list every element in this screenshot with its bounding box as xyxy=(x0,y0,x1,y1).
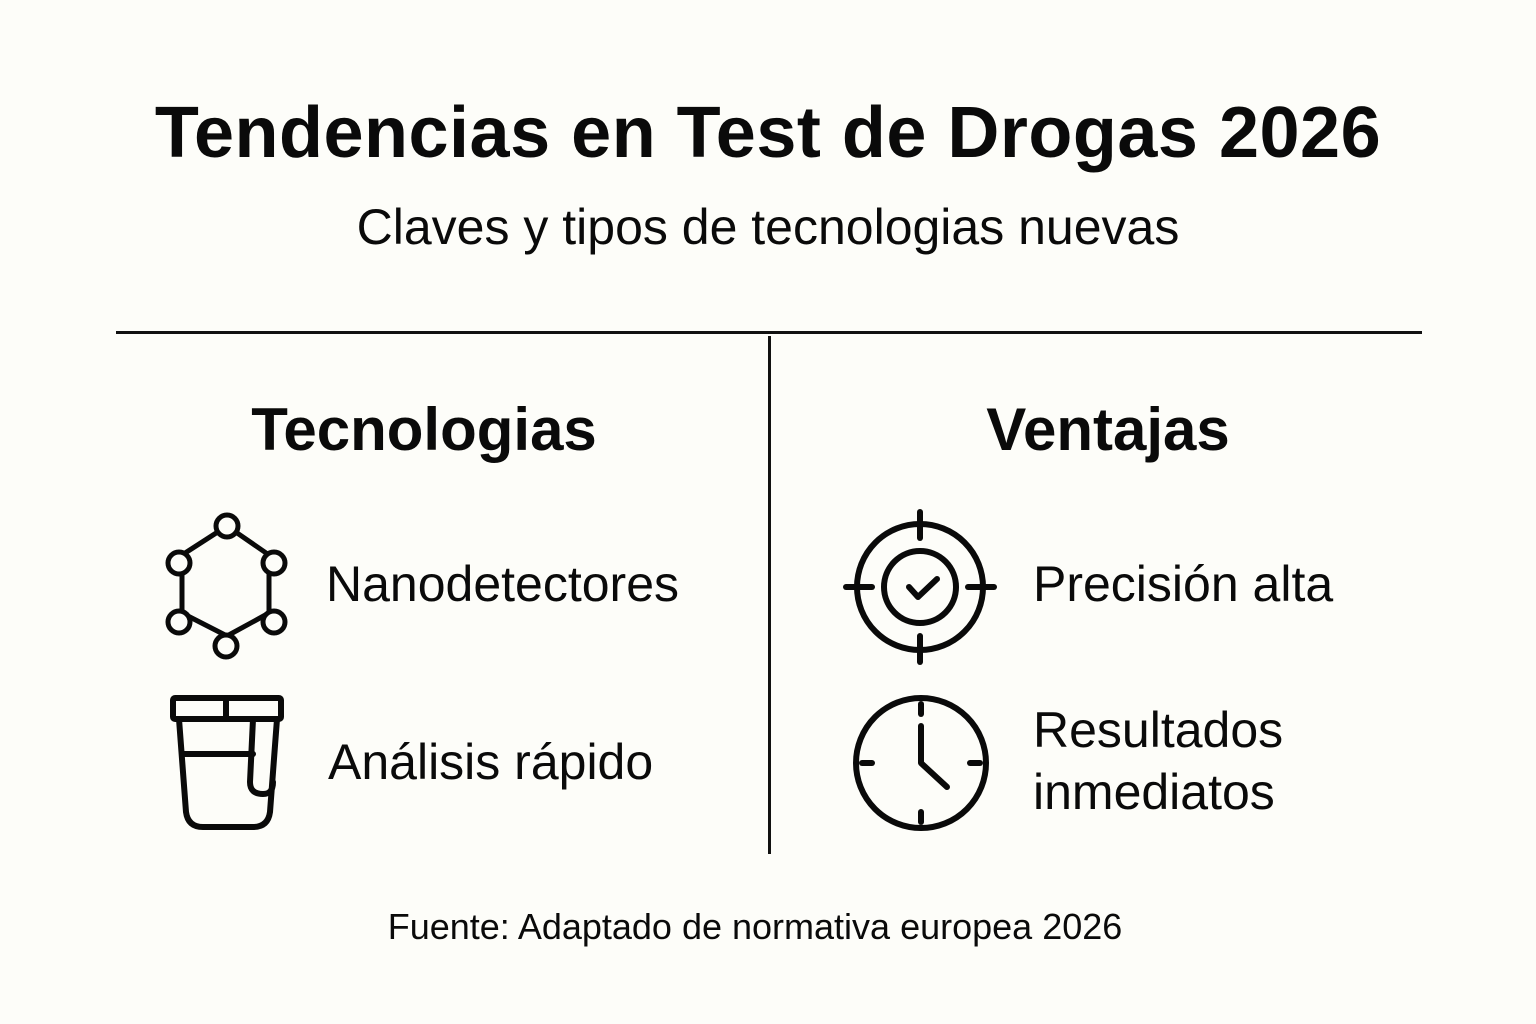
resultados-label-line2: inmediatos xyxy=(1033,764,1275,820)
analisis-rapido-label: Análisis rápido xyxy=(328,734,654,790)
source-note: Fuente: Adaptado de normativa europea 20… xyxy=(387,906,1123,947)
clock-icon xyxy=(853,695,989,831)
precision-alta-label: Precisión alta xyxy=(1033,556,1334,612)
vertical-divider xyxy=(768,336,771,854)
resultados-label-line1: Resultados xyxy=(1033,702,1284,758)
target-check-icon xyxy=(843,509,997,665)
page-title: Tendencias en Test de Drogas 2026 xyxy=(154,93,1382,173)
sample-cup-icon xyxy=(170,695,284,830)
advantages-heading: Ventajas xyxy=(986,396,1230,463)
horizontal-divider xyxy=(116,331,1422,334)
technologies-heading: Tecnologias xyxy=(251,396,597,463)
page-subtitle: Claves y tipos de tecnologias nuevas xyxy=(356,199,1180,255)
nanodetectores-label: Nanodetectores xyxy=(326,556,680,612)
hexagon-molecule-icon xyxy=(165,512,288,660)
